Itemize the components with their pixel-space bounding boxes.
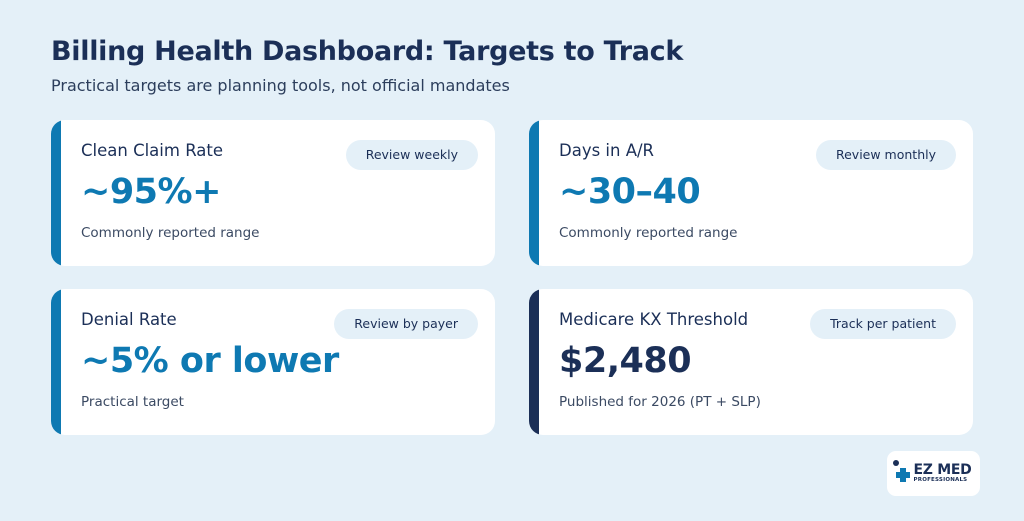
- metric-note: Practical target: [81, 394, 184, 410]
- card-accent-bar: [51, 289, 61, 435]
- metric-card-medicare-kx-threshold: Medicare KX Threshold Track per patient …: [529, 289, 973, 435]
- review-frequency-badge: Review weekly: [345, 140, 478, 170]
- metric-note: Commonly reported range: [81, 225, 260, 241]
- logo-wordmark: EZ MED: [913, 462, 972, 479]
- metric-note: Published for 2026 (PT + SLP): [559, 394, 761, 410]
- review-frequency-badge: Track per patient: [810, 309, 956, 339]
- card-accent-bar: [529, 120, 539, 266]
- metric-card-denial-rate: Denial Rate Review by payer ~5% or lower…: [51, 289, 495, 435]
- logo-subtext: PROFESSIONALS: [913, 477, 968, 484]
- ez-med-logo: EZ MED PROFESSIONALS: [887, 451, 980, 496]
- metric-label: Medicare KX Threshold: [559, 310, 749, 329]
- metric-note: Commonly reported range: [559, 225, 738, 241]
- card-accent-bar: [51, 120, 61, 266]
- page-title: Billing Health Dashboard: Targets to Tra…: [51, 36, 684, 67]
- metric-card-clean-claim-rate: Clean Claim Rate Review weekly ~95%+ Com…: [51, 120, 495, 266]
- metric-label: Clean Claim Rate: [81, 141, 224, 160]
- review-frequency-badge: Review by payer: [334, 309, 478, 339]
- metric-value: ~30–40: [559, 172, 701, 212]
- metric-label: Days in A/R: [559, 141, 655, 160]
- page-subtitle: Practical targets are planning tools, no…: [51, 76, 510, 95]
- metric-value: ~95%+: [81, 172, 221, 212]
- metric-label: Denial Rate: [81, 310, 177, 329]
- medical-cross-icon: [892, 460, 910, 482]
- metric-card-days-in-ar: Days in A/R Review monthly ~30–40 Common…: [529, 120, 973, 266]
- review-frequency-badge: Review monthly: [815, 140, 956, 170]
- metric-value: $2,480: [559, 341, 692, 381]
- card-accent-bar: [529, 289, 539, 435]
- metric-value: ~5% or lower: [81, 341, 339, 381]
